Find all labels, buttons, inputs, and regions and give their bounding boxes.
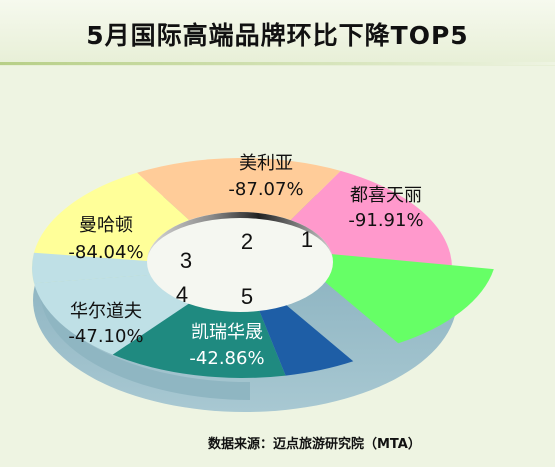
- chart-labels: 都喜天丽 -91.91% 1 美利亚 -87.07% 2 曼哈顿 -84.04% 3 华尔道夫 -4…: [68, 153, 423, 369]
- slice-value-label: -84.04%: [68, 242, 143, 263]
- pie-slice: [32, 252, 243, 284]
- chart-title: 5月国际高端品牌环比下降TOP5: [86, 21, 469, 50]
- rank-label: 1: [301, 227, 313, 252]
- slice-value-label: -87.07%: [228, 179, 303, 200]
- slice-name-label: 美利亚: [239, 153, 293, 174]
- rank-label: 4: [176, 282, 188, 307]
- title-divider: [0, 62, 555, 65]
- slice-name-label: 曼哈顿: [79, 215, 133, 236]
- data-source: 数据来源：迈点旅游研究院（MTA）: [208, 437, 421, 452]
- rank-label: 2: [241, 229, 253, 254]
- slice-value-label: -91.91%: [348, 210, 423, 231]
- rank-label: 3: [180, 248, 192, 273]
- slice-name-label: 凯瑞华晟: [191, 322, 263, 343]
- slice-value-label: -42.86%: [189, 348, 264, 369]
- title-bar: 5月国际高端品牌环比下降TOP5: [0, 0, 555, 66]
- slice-name-label: 华尔道夫: [70, 301, 142, 322]
- pie-slice: [287, 250, 494, 344]
- slice-name-label: 都喜天丽: [350, 185, 422, 206]
- donut-hole: [147, 212, 333, 312]
- slice-value-label: -47.10%: [68, 326, 143, 347]
- rank-label: 5: [241, 284, 253, 309]
